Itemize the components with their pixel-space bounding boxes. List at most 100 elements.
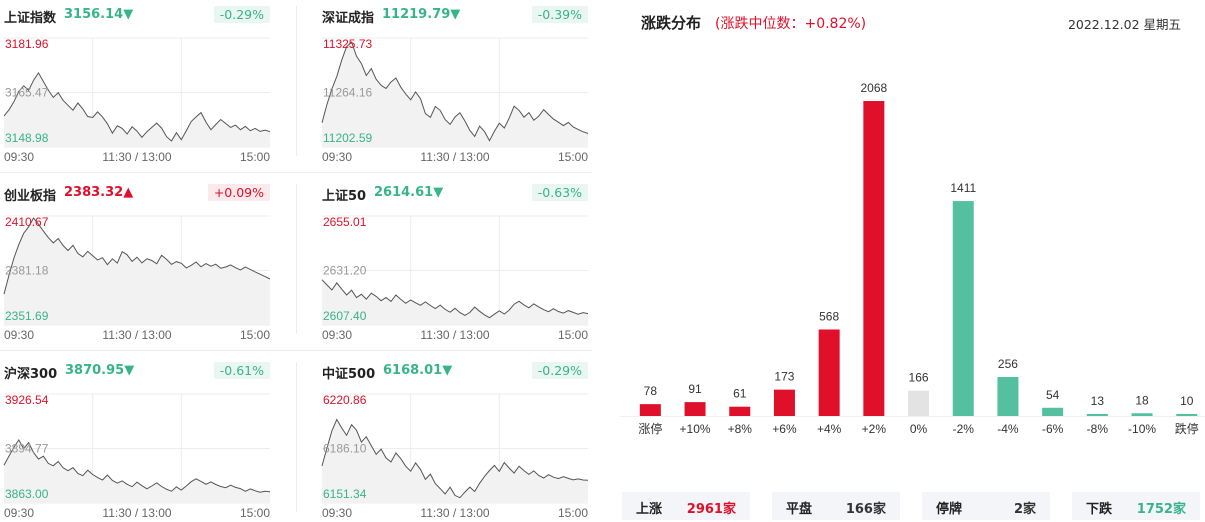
bar--4%[interactable] (997, 377, 1019, 416)
column-divider (296, 362, 297, 512)
index-card-zz500[interactable]: 中证500 6168.01▼ -0.29% 6220.86 6186.10 6151… (318, 356, 590, 522)
y-min-label: 11202.59 (323, 131, 372, 145)
y-mid-label: 2381.18 (5, 264, 49, 278)
bar-+4%[interactable] (818, 329, 840, 416)
category-label: -8% (1087, 422, 1109, 436)
index-name: 创业板指 (4, 189, 57, 204)
bar-value-label: 2068 (860, 81, 887, 95)
price-area (4, 218, 270, 325)
card-header: 上证指数 3156.14▼ -0.29% (0, 0, 272, 26)
bar-value-label: 91 (688, 382, 702, 396)
y-max-label: 2655.01 (323, 215, 367, 229)
intraday-chart: 3926.54 3894.77 3863.00 09:30 11:30 / 13:00 1… (3, 393, 271, 520)
footer-flat: 平盘 166家 (772, 492, 900, 520)
footer-label: 平盘 (786, 502, 813, 517)
index-card-sh[interactable]: 上证指数 3156.14▼ -0.29% 3181.96 3165.47 3148.… (0, 0, 272, 172)
footer-value: 2家 (1013, 502, 1036, 517)
x-tick-label: 15:00 (240, 506, 270, 520)
footer-suspended: 停牌 2家 (922, 492, 1050, 520)
y-min-label: 3863.00 (5, 487, 49, 501)
footer-down: 下跌 1752家 (1072, 492, 1200, 520)
x-tick-label: 11:30 / 13:00 (102, 150, 171, 164)
x-tick-label: 11:30 / 13:00 (102, 328, 171, 342)
x-tick-label: 09:30 (4, 506, 34, 520)
bar--10%[interactable] (1131, 413, 1153, 416)
x-tick-label: 11:30 / 13:00 (420, 506, 489, 520)
bar-+10%[interactable] (684, 402, 706, 416)
footer-value: 166家 (845, 502, 886, 517)
y-max-label: 11325.73 (323, 37, 372, 51)
index-price: 3870.95▼ (65, 363, 135, 378)
price-line (321, 41, 589, 142)
y-max-label: 6220.86 (323, 393, 367, 407)
y-mid-label: 11264.16 (323, 86, 372, 100)
bar-value-label: 54 (1046, 388, 1060, 402)
distribution-bar-chart: 78 涨停 91 +10% 61 +8% 173 +6% 568 +4% 2068 +2% 166 0% 1… (620, 81, 1205, 436)
index-card-sz[interactable]: 深证成指 11219.79▼ -0.39% 11325.73 11264.16 11… (318, 0, 590, 172)
bar-value-label: 173 (774, 370, 794, 384)
card-header: 沪深300 3870.95▼ -0.61% (0, 356, 272, 382)
category-label: +4% (817, 422, 842, 436)
median-change-label: (涨跌中位数：+0.82%) (715, 16, 867, 32)
index-price: 2383.32▲ (64, 185, 134, 200)
category-label: -2% (953, 422, 975, 436)
bar-value-label: 61 (733, 387, 747, 401)
index-price: 2614.61▼ (374, 185, 444, 200)
y-max-label: 3181.96 (5, 37, 49, 51)
y-max-label: 3926.54 (5, 393, 49, 407)
index-card-hs300[interactable]: 沪深300 3870.95▼ -0.61% 3926.54 3894.77 3863… (0, 356, 272, 522)
x-tick-label: 09:30 (322, 328, 352, 342)
category-label: 涨停 (638, 421, 662, 436)
distribution-title: 涨跌分布 (641, 14, 702, 32)
index-card-cyb[interactable]: 创业板指 2383.32▲ +0.09% 2410.67 2381.18 2351.… (0, 178, 272, 350)
index-card-sz50[interactable]: 上证50 2614.61▼ -0.63% 2655.01 2631.20 2607.… (318, 178, 590, 350)
card-header: 深证成指 11219.79▼ -0.39% (318, 0, 590, 26)
column-divider (296, 184, 297, 334)
x-tick-label: 15:00 (558, 328, 588, 342)
bar-+2%[interactable] (863, 101, 885, 416)
price-area (322, 42, 588, 147)
y-min-label: 2351.69 (5, 309, 49, 323)
index-name: 中证500 (322, 367, 376, 382)
category-label: 跌停 (1175, 421, 1199, 436)
footer-label: 停牌 (936, 502, 963, 517)
category-label: +6% (772, 422, 797, 436)
x-tick-label: 15:00 (558, 150, 588, 164)
footer-label: 下跌 (1086, 502, 1113, 517)
bar--6%[interactable] (1042, 407, 1064, 416)
trade-date: 2022.12.02 星期五 (1067, 17, 1181, 32)
bar--2%[interactable] (952, 201, 974, 416)
bar-0%[interactable] (908, 390, 930, 416)
intraday-chart: 6220.86 6186.10 6151.34 09:30 11:30 / 13:00 1… (321, 393, 588, 520)
category-label: -10% (1128, 422, 1156, 436)
x-tick-label: 11:30 / 13:00 (420, 150, 489, 164)
category-label: +2% (862, 422, 887, 436)
index-name: 沪深300 (4, 367, 58, 382)
price-line (3, 438, 271, 493)
index-change-badge: -0.39% (531, 6, 588, 23)
card-header: 创业板指 2383.32▲ +0.09% (0, 178, 272, 204)
x-tick-label: 11:30 / 13:00 (420, 328, 489, 342)
intraday-chart: 11325.73 11264.16 11202.59 09:30 11:30 / 13:… (321, 37, 589, 164)
category-label: +8% (728, 422, 753, 436)
category-label: 0% (910, 422, 928, 436)
y-min-label: 2607.40 (323, 309, 367, 323)
index-change-badge: -0.61% (213, 362, 270, 379)
price-area (4, 439, 270, 503)
bar-+6%[interactable] (773, 389, 795, 416)
index-price: 6168.01▼ (383, 363, 453, 378)
price-line (3, 71, 271, 142)
bar-跌停[interactable] (1176, 414, 1198, 416)
index-name: 上证50 (322, 189, 367, 204)
bar-涨停[interactable] (639, 404, 661, 416)
price-line (321, 279, 589, 319)
bar-+8%[interactable] (729, 406, 751, 416)
bar-value-label: 13 (1091, 394, 1105, 408)
y-mid-label: 2631.20 (323, 264, 367, 278)
x-tick-label: 09:30 (4, 150, 34, 164)
index-name: 深证成指 (322, 11, 375, 26)
y-max-label: 2410.67 (5, 215, 49, 229)
bar--8%[interactable] (1086, 414, 1108, 416)
bar-value-label: 10 (1180, 394, 1194, 408)
category-label: -6% (1042, 422, 1064, 436)
